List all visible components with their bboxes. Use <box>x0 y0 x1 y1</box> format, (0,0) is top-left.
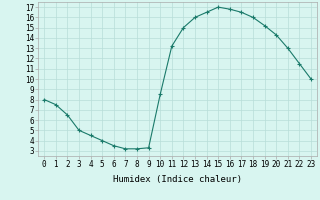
X-axis label: Humidex (Indice chaleur): Humidex (Indice chaleur) <box>113 175 242 184</box>
